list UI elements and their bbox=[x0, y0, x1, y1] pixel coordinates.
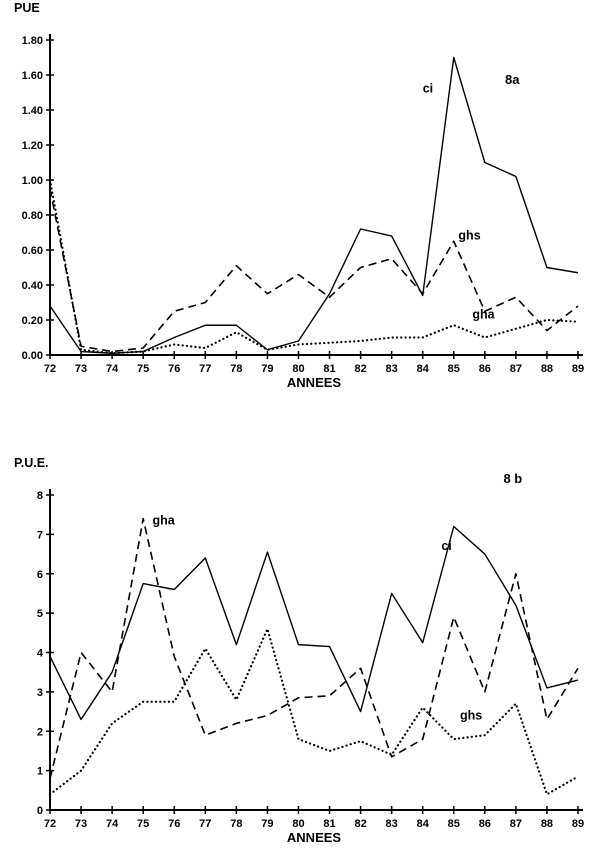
series-gha-line bbox=[48, 178, 580, 355]
x-tick-label: 89 bbox=[572, 363, 584, 375]
x-tick-label: 82 bbox=[354, 363, 366, 375]
x-tick-label: 79 bbox=[261, 818, 273, 830]
series-ci-line bbox=[49, 56, 579, 354]
figure-8b-chart: 0 1 2 3 4 5 6 7 8 72 73 74 75 76 77 78 79 80 81 82 83 84 85 86 8… bbox=[0, 405, 600, 866]
x-axis-label: ANNEES bbox=[287, 830, 342, 845]
series-ghs-line bbox=[48, 627, 580, 796]
y-tick-label: 7 bbox=[37, 529, 43, 541]
chart-svg-8a: 0.00 0.20 0.40 0.60 0.80 1.00 1.20 1.40 1.60 1.80… bbox=[14, 1, 584, 390]
x-tick-label: 80 bbox=[292, 818, 304, 830]
series-gha-label: gha bbox=[472, 307, 495, 321]
x-tick-label: 84 bbox=[417, 363, 430, 375]
x-tick-label: 78 bbox=[230, 818, 242, 830]
y-axis-label: P.U.E. bbox=[14, 456, 49, 470]
x-tick-label: 87 bbox=[510, 818, 522, 830]
y-tick-label: 4 bbox=[37, 648, 44, 660]
y-tick-label: 0.60 bbox=[22, 245, 43, 257]
x-tick-label: 76 bbox=[168, 818, 180, 830]
x-tick-label: 77 bbox=[199, 363, 211, 375]
y-tick-label: 1.80 bbox=[22, 35, 43, 47]
x-tick-label: 82 bbox=[354, 818, 366, 830]
figure-label-8b: 8 b bbox=[503, 471, 522, 486]
x-tick-label: 76 bbox=[168, 363, 180, 375]
y-tick-label: 3 bbox=[37, 687, 43, 699]
y-tick-label: 0.40 bbox=[22, 280, 43, 292]
y-tick-label: 1.40 bbox=[22, 105, 43, 117]
x-tick-label: 73 bbox=[75, 363, 87, 375]
series-ci-label: ci bbox=[423, 82, 433, 96]
x-tick-label: 80 bbox=[292, 363, 304, 375]
figure-8a-chart: 0.00 0.20 0.40 0.60 0.80 1.00 1.20 1.40 1.60 1.80… bbox=[0, 0, 600, 405]
y-tick-label: 8 bbox=[37, 490, 43, 502]
x-tick-label: 78 bbox=[230, 363, 242, 375]
x-tick-label: 81 bbox=[323, 363, 335, 375]
series-ci-label: ci bbox=[441, 539, 451, 553]
x-tick-label: 79 bbox=[261, 363, 273, 375]
series-ghs-label: ghs bbox=[458, 229, 480, 243]
x-tick-label: 74 bbox=[106, 818, 119, 830]
y-tick-label: 2 bbox=[37, 726, 43, 738]
x-axis-label: ANNEES bbox=[287, 375, 342, 390]
y-tick-label: 1.20 bbox=[22, 140, 43, 152]
y-tick-label: 6 bbox=[37, 569, 43, 581]
x-tick-label: 81 bbox=[323, 818, 335, 830]
series-gha-label: gha bbox=[152, 514, 175, 528]
x-tick-label: 87 bbox=[510, 363, 522, 375]
y-tick-label: 5 bbox=[37, 608, 43, 620]
x-tick-label: 83 bbox=[386, 363, 398, 375]
x-tick-label: 75 bbox=[137, 818, 149, 830]
x-tick-label: 88 bbox=[541, 363, 553, 375]
y-tick-label: 0.20 bbox=[22, 315, 43, 327]
x-tick-label: 84 bbox=[417, 818, 430, 830]
x-tick-label: 74 bbox=[106, 363, 119, 375]
y-tick-label: 0 bbox=[37, 805, 43, 817]
x-tick-label: 75 bbox=[137, 363, 149, 375]
figure-label-8a: 8a bbox=[505, 72, 520, 87]
series-gha-line bbox=[49, 517, 579, 779]
x-tick-label: 77 bbox=[199, 818, 211, 830]
series-ghs-line bbox=[49, 188, 579, 353]
x-tick-label: 89 bbox=[572, 818, 584, 830]
y-tick-label: 0.80 bbox=[22, 210, 43, 222]
x-tick-label: 86 bbox=[479, 818, 491, 830]
x-tick-label: 85 bbox=[448, 818, 460, 830]
y-tick-label: 0.00 bbox=[22, 350, 43, 362]
x-tick-label: 73 bbox=[75, 818, 87, 830]
y-tick-label: 1.60 bbox=[22, 70, 43, 82]
x-tick-label: 72 bbox=[44, 363, 56, 375]
y-tick-label: 1 bbox=[37, 766, 43, 778]
x-tick-label: 86 bbox=[479, 363, 491, 375]
series-ghs-label: ghs bbox=[460, 708, 482, 722]
series-ci-line bbox=[49, 525, 579, 721]
x-tick-label: 72 bbox=[44, 818, 56, 830]
x-tick-label: 83 bbox=[386, 818, 398, 830]
x-tick-label: 88 bbox=[541, 818, 553, 830]
x-tick-label: 85 bbox=[448, 363, 460, 375]
y-axis-label: PUE bbox=[14, 1, 40, 15]
y-tick-label: 1.00 bbox=[22, 175, 43, 187]
